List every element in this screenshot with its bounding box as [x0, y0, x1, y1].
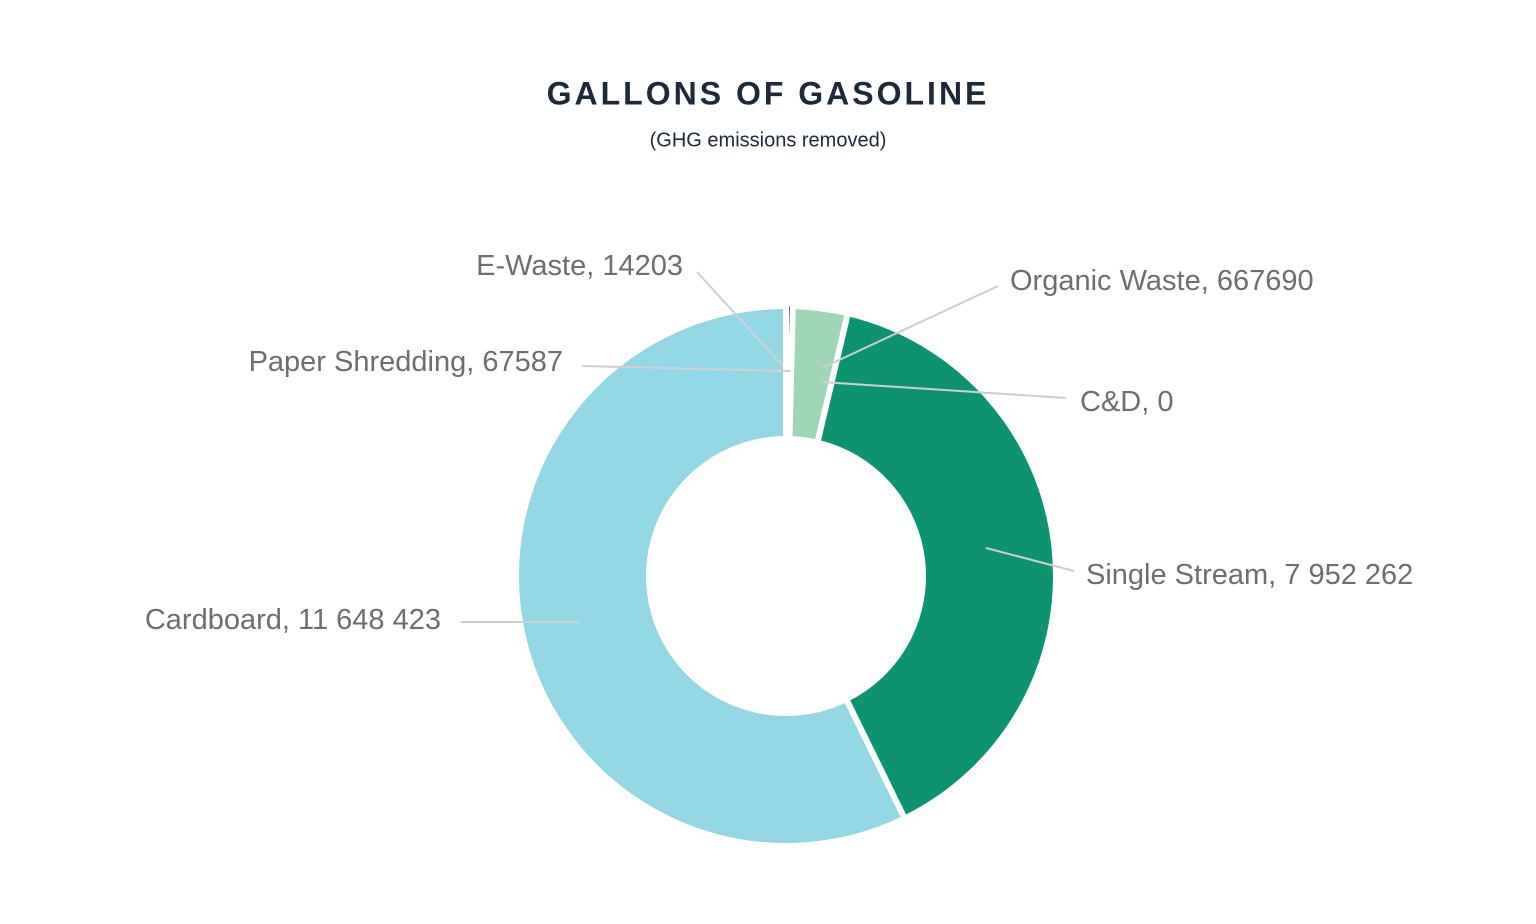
label-value: 14203 — [602, 250, 683, 282]
data-label: C&D, 0 — [1080, 386, 1174, 418]
label-value: 11 648 423 — [298, 604, 441, 636]
label-separator: , — [1141, 386, 1157, 418]
label-separator: , — [466, 346, 482, 378]
data-label: Cardboard, 11 648 423 — [145, 604, 441, 636]
label-category: Organic Waste — [1010, 265, 1201, 297]
label-category: Single Stream — [1086, 559, 1268, 591]
donut-slice — [512, 302, 909, 849]
data-label: Single Stream, 7 952 262 — [1086, 559, 1413, 591]
data-label: Paper Shredding, 67587 — [249, 346, 563, 378]
leader-line — [985, 547, 1075, 572]
donut-slice — [813, 309, 1059, 823]
chart-title: GALLONS OF GASOLINE — [547, 75, 990, 111]
label-separator: , — [282, 604, 298, 636]
label-category: Cardboard — [145, 604, 282, 636]
leader-line — [696, 271, 783, 366]
leader-line — [821, 381, 1067, 399]
chart-subtitle: (GHG emissions removed) — [650, 129, 887, 151]
label-value: 67587 — [482, 346, 563, 378]
label-category: E-Waste — [476, 250, 586, 282]
label-value: 7 952 262 — [1284, 559, 1413, 591]
data-label: Organic Waste, 667690 — [1010, 265, 1314, 297]
label-category: C&D — [1080, 386, 1141, 418]
label-separator: , — [1201, 265, 1217, 297]
label-value: 0 — [1157, 386, 1173, 418]
leader-line — [581, 365, 791, 372]
label-separator: , — [586, 250, 602, 282]
data-label: E-Waste, 14203 — [476, 250, 683, 282]
label-value: 667690 — [1217, 265, 1314, 297]
label-separator: , — [1268, 559, 1284, 591]
leader-line — [821, 285, 999, 369]
label-category: Paper Shredding — [249, 346, 467, 378]
